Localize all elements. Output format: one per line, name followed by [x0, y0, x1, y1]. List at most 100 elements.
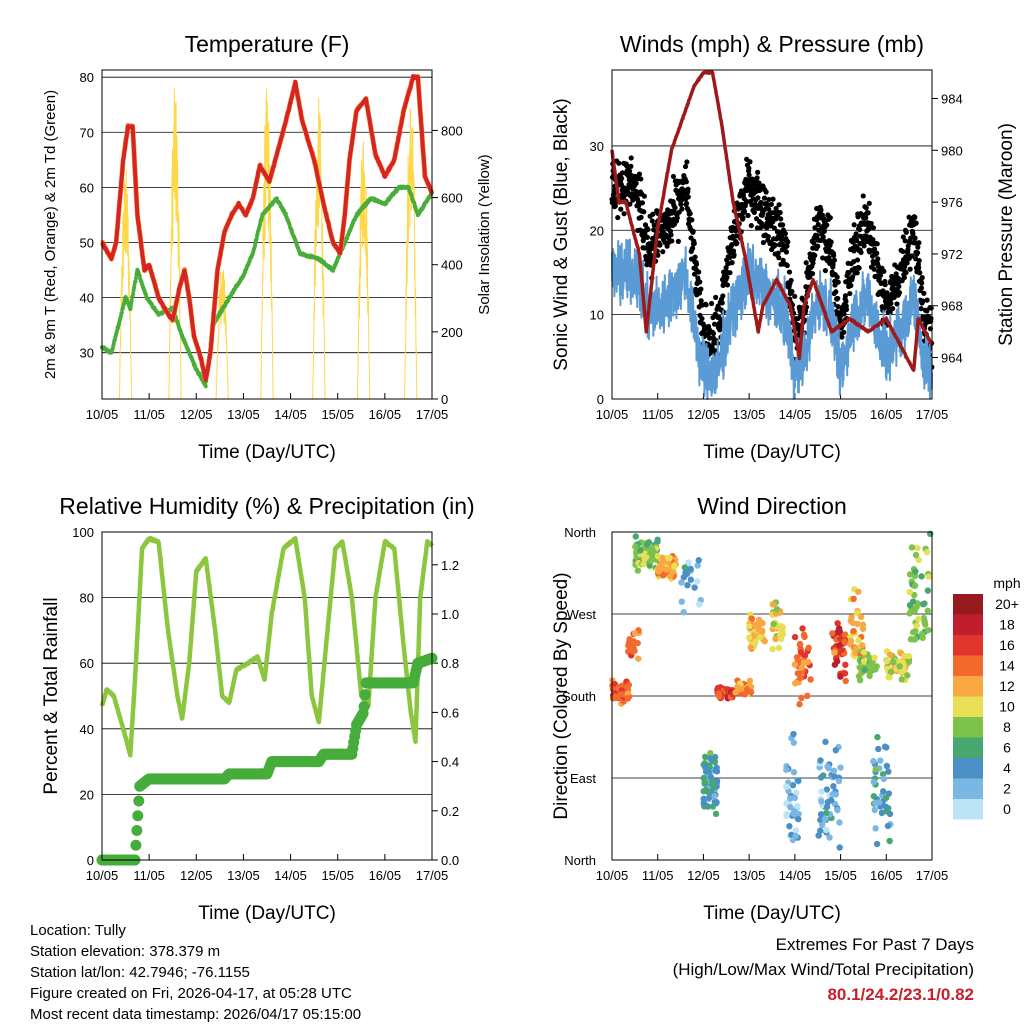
- x-tick-label: 10/05: [86, 868, 119, 883]
- wind-direction-point: [886, 651, 894, 658]
- wind-direction-point: [836, 635, 844, 642]
- gust-point: [740, 215, 746, 221]
- wind-direction-point: [700, 795, 707, 803]
- gust-point: [619, 175, 625, 181]
- wind-direction-point: [913, 622, 921, 629]
- gust-point: [887, 309, 893, 316]
- gust-point: [669, 238, 675, 244]
- wind-direction-point: [734, 684, 742, 691]
- wind-direction-point: [746, 688, 753, 695]
- wind-direction-point: [748, 615, 756, 622]
- gust-point: [770, 196, 776, 202]
- gust-point: [687, 210, 693, 217]
- gust-point: [894, 301, 900, 307]
- wind-direction-point: [807, 676, 814, 683]
- legend-label: 16: [999, 637, 1015, 653]
- gust-point: [765, 233, 771, 240]
- wind-direction-point: [759, 627, 766, 634]
- wind-direction-point: [752, 621, 759, 629]
- dewpoint-point: [133, 276, 138, 281]
- gust-point: [792, 293, 798, 299]
- gust-point: [907, 266, 913, 272]
- gust-point: [628, 155, 634, 161]
- legend-swatch: [953, 635, 983, 656]
- wind-direction-point: [821, 815, 829, 823]
- gust-point: [843, 298, 849, 305]
- gust-point: [858, 249, 864, 256]
- gust-point: [756, 180, 762, 186]
- wind-direction-point: [912, 568, 919, 575]
- wind-direction-point: [801, 652, 809, 659]
- wind-direction-point: [918, 573, 925, 580]
- wind-direction-point: [702, 768, 710, 775]
- wind-direction-point: [913, 603, 920, 610]
- gust-point: [712, 348, 718, 354]
- wind-direction-point: [904, 672, 911, 679]
- y2-tick-label: 968: [941, 299, 963, 314]
- wind-direction-point: [860, 658, 868, 665]
- wind-direction-point: [746, 677, 754, 685]
- gust-point: [841, 311, 847, 317]
- chart-title: Wind Direction: [697, 493, 847, 519]
- wind-direction-point: [687, 565, 694, 573]
- wind-direction-point: [859, 642, 866, 649]
- x-tick-label: 10/05: [86, 407, 119, 422]
- gust-point: [670, 173, 677, 180]
- x-tick-label: 17/05: [416, 407, 449, 422]
- legend-label: 12: [999, 678, 1015, 694]
- wind-direction-point: [790, 769, 798, 776]
- wind-direction-point: [787, 803, 794, 811]
- wind-direction-point: [825, 764, 832, 772]
- wind-direction-point: [791, 680, 799, 687]
- y-tick-label: 20: [80, 787, 94, 802]
- y-axis-label: Sonic Wind & Gust (Blue, Black): [551, 98, 572, 370]
- wind-direction-point: [855, 588, 862, 595]
- wind-direction-point: [849, 619, 857, 627]
- gust-point: [760, 239, 767, 246]
- gust-point: [874, 241, 880, 247]
- wind-direction-point: [842, 677, 849, 685]
- wind-direction-point: [852, 645, 859, 652]
- y2-tick-label: 400: [441, 258, 463, 273]
- gust-point: [775, 250, 781, 256]
- gust-point: [674, 215, 680, 221]
- wind-direction-point: [817, 757, 824, 764]
- gust-point: [644, 234, 650, 240]
- precip-point: [132, 810, 144, 822]
- gust-point: [651, 222, 657, 228]
- gust-point: [915, 244, 921, 250]
- gust-point: [841, 329, 847, 335]
- gust-point: [861, 243, 867, 249]
- gust-point: [854, 257, 861, 263]
- gust-point: [746, 172, 752, 178]
- gust-point: [713, 294, 719, 300]
- wind-direction-point: [634, 567, 642, 574]
- y2-tick-label: 984: [941, 91, 963, 106]
- gust-point: [916, 257, 922, 264]
- gust-point: [919, 275, 925, 281]
- gust-point: [764, 202, 771, 208]
- gust-point: [711, 321, 718, 327]
- y2-tick-label: 964: [941, 351, 963, 366]
- legend-label: 18: [999, 617, 1015, 633]
- gust-point: [748, 222, 754, 229]
- x-tick-label: 14/05: [779, 407, 812, 422]
- wind-direction-point: [796, 701, 803, 708]
- wind-direction-point: [831, 661, 839, 668]
- gust-point: [672, 205, 678, 211]
- wind-direction-point: [818, 798, 825, 805]
- wind-direction-point: [906, 571, 914, 578]
- wind-direction-point: [711, 793, 718, 800]
- wind-direction-point: [826, 834, 833, 841]
- wind-direction-point: [789, 782, 797, 789]
- wind-direction-point: [841, 670, 849, 677]
- gust-point: [835, 304, 841, 310]
- wind-direction-point: [655, 568, 662, 575]
- wind-direction-point: [896, 663, 903, 670]
- wind-direction-point: [879, 770, 887, 778]
- gust-point: [698, 298, 704, 304]
- gust-point: [888, 300, 894, 307]
- wind-direction-point: [666, 554, 673, 562]
- gust-point: [639, 200, 646, 206]
- x-tick-label: 10/05: [596, 868, 629, 883]
